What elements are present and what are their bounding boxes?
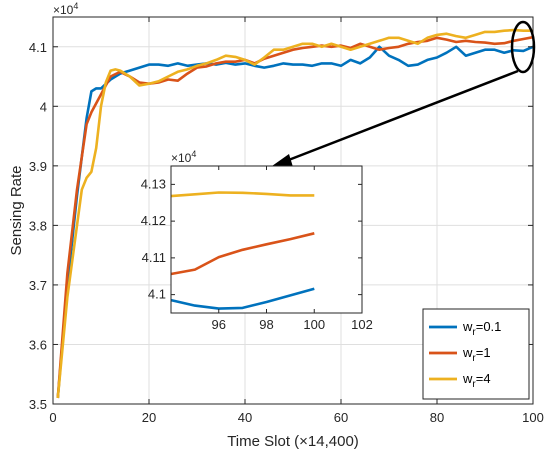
- legend-label-0: wr=0.1: [462, 319, 501, 338]
- y-tick-label: 3.9: [29, 159, 47, 174]
- x-tick-label: 60: [334, 410, 348, 425]
- x-tick-label: 80: [430, 410, 444, 425]
- zoom-arrow-shaft: [285, 69, 519, 163]
- inset-x-tick-label: 100: [303, 317, 325, 332]
- axes-box: [52, 16, 534, 405]
- y-tick-label: 3.6: [29, 337, 47, 352]
- inset-x-tick-label: 98: [259, 317, 273, 332]
- y-tick-label: 4.1: [29, 40, 47, 55]
- inset-series-line-2: [170, 191, 315, 198]
- inset-series-line-1: [170, 232, 315, 276]
- inset-y-exponent-label: ×104: [171, 149, 196, 165]
- inset-y-tick-label: 4.12: [141, 213, 166, 228]
- x-tick-label: 0: [49, 410, 56, 425]
- x-axis-title: Time Slot (×14,400): [227, 433, 359, 450]
- series-line-2: [56, 28, 533, 399]
- inset-y-tick-label: 4.1: [148, 287, 166, 302]
- zoom-ellipse: [510, 20, 536, 74]
- y-tick-label: 4: [40, 99, 47, 114]
- y-axis-title: Sensing Rate: [8, 165, 25, 255]
- y-tick-label: 3.5: [29, 397, 47, 412]
- legend: wr=0.1 wr=1 wr=4: [422, 308, 530, 400]
- y-tick-label: 3.8: [29, 218, 47, 233]
- x-tick-label: 40: [238, 410, 252, 425]
- inset-plot: 96 98 100 102 4.1 4.11 4.12 4.13 ×104: [141, 149, 373, 332]
- y-tick-label: 3.7: [29, 278, 47, 293]
- inset-area: [171, 166, 362, 313]
- zoom-callout: [272, 20, 536, 167]
- legend-label-1: wr=1: [462, 345, 491, 364]
- inset-x-tick-label: 96: [212, 317, 226, 332]
- zoom-arrow-head: [272, 154, 293, 167]
- inset-y-tick-label: 4.13: [141, 176, 166, 191]
- inset-x-tick-label: 102: [351, 317, 373, 332]
- y-exponent-label: ×104: [53, 1, 78, 17]
- inset-y-tick-label: 4.11: [142, 250, 166, 265]
- inset-series-line-0: [170, 287, 315, 310]
- x-tick-label: 20: [142, 410, 156, 425]
- legend-label-2: wr=4: [462, 371, 491, 390]
- x-tick-label: 100: [522, 410, 544, 425]
